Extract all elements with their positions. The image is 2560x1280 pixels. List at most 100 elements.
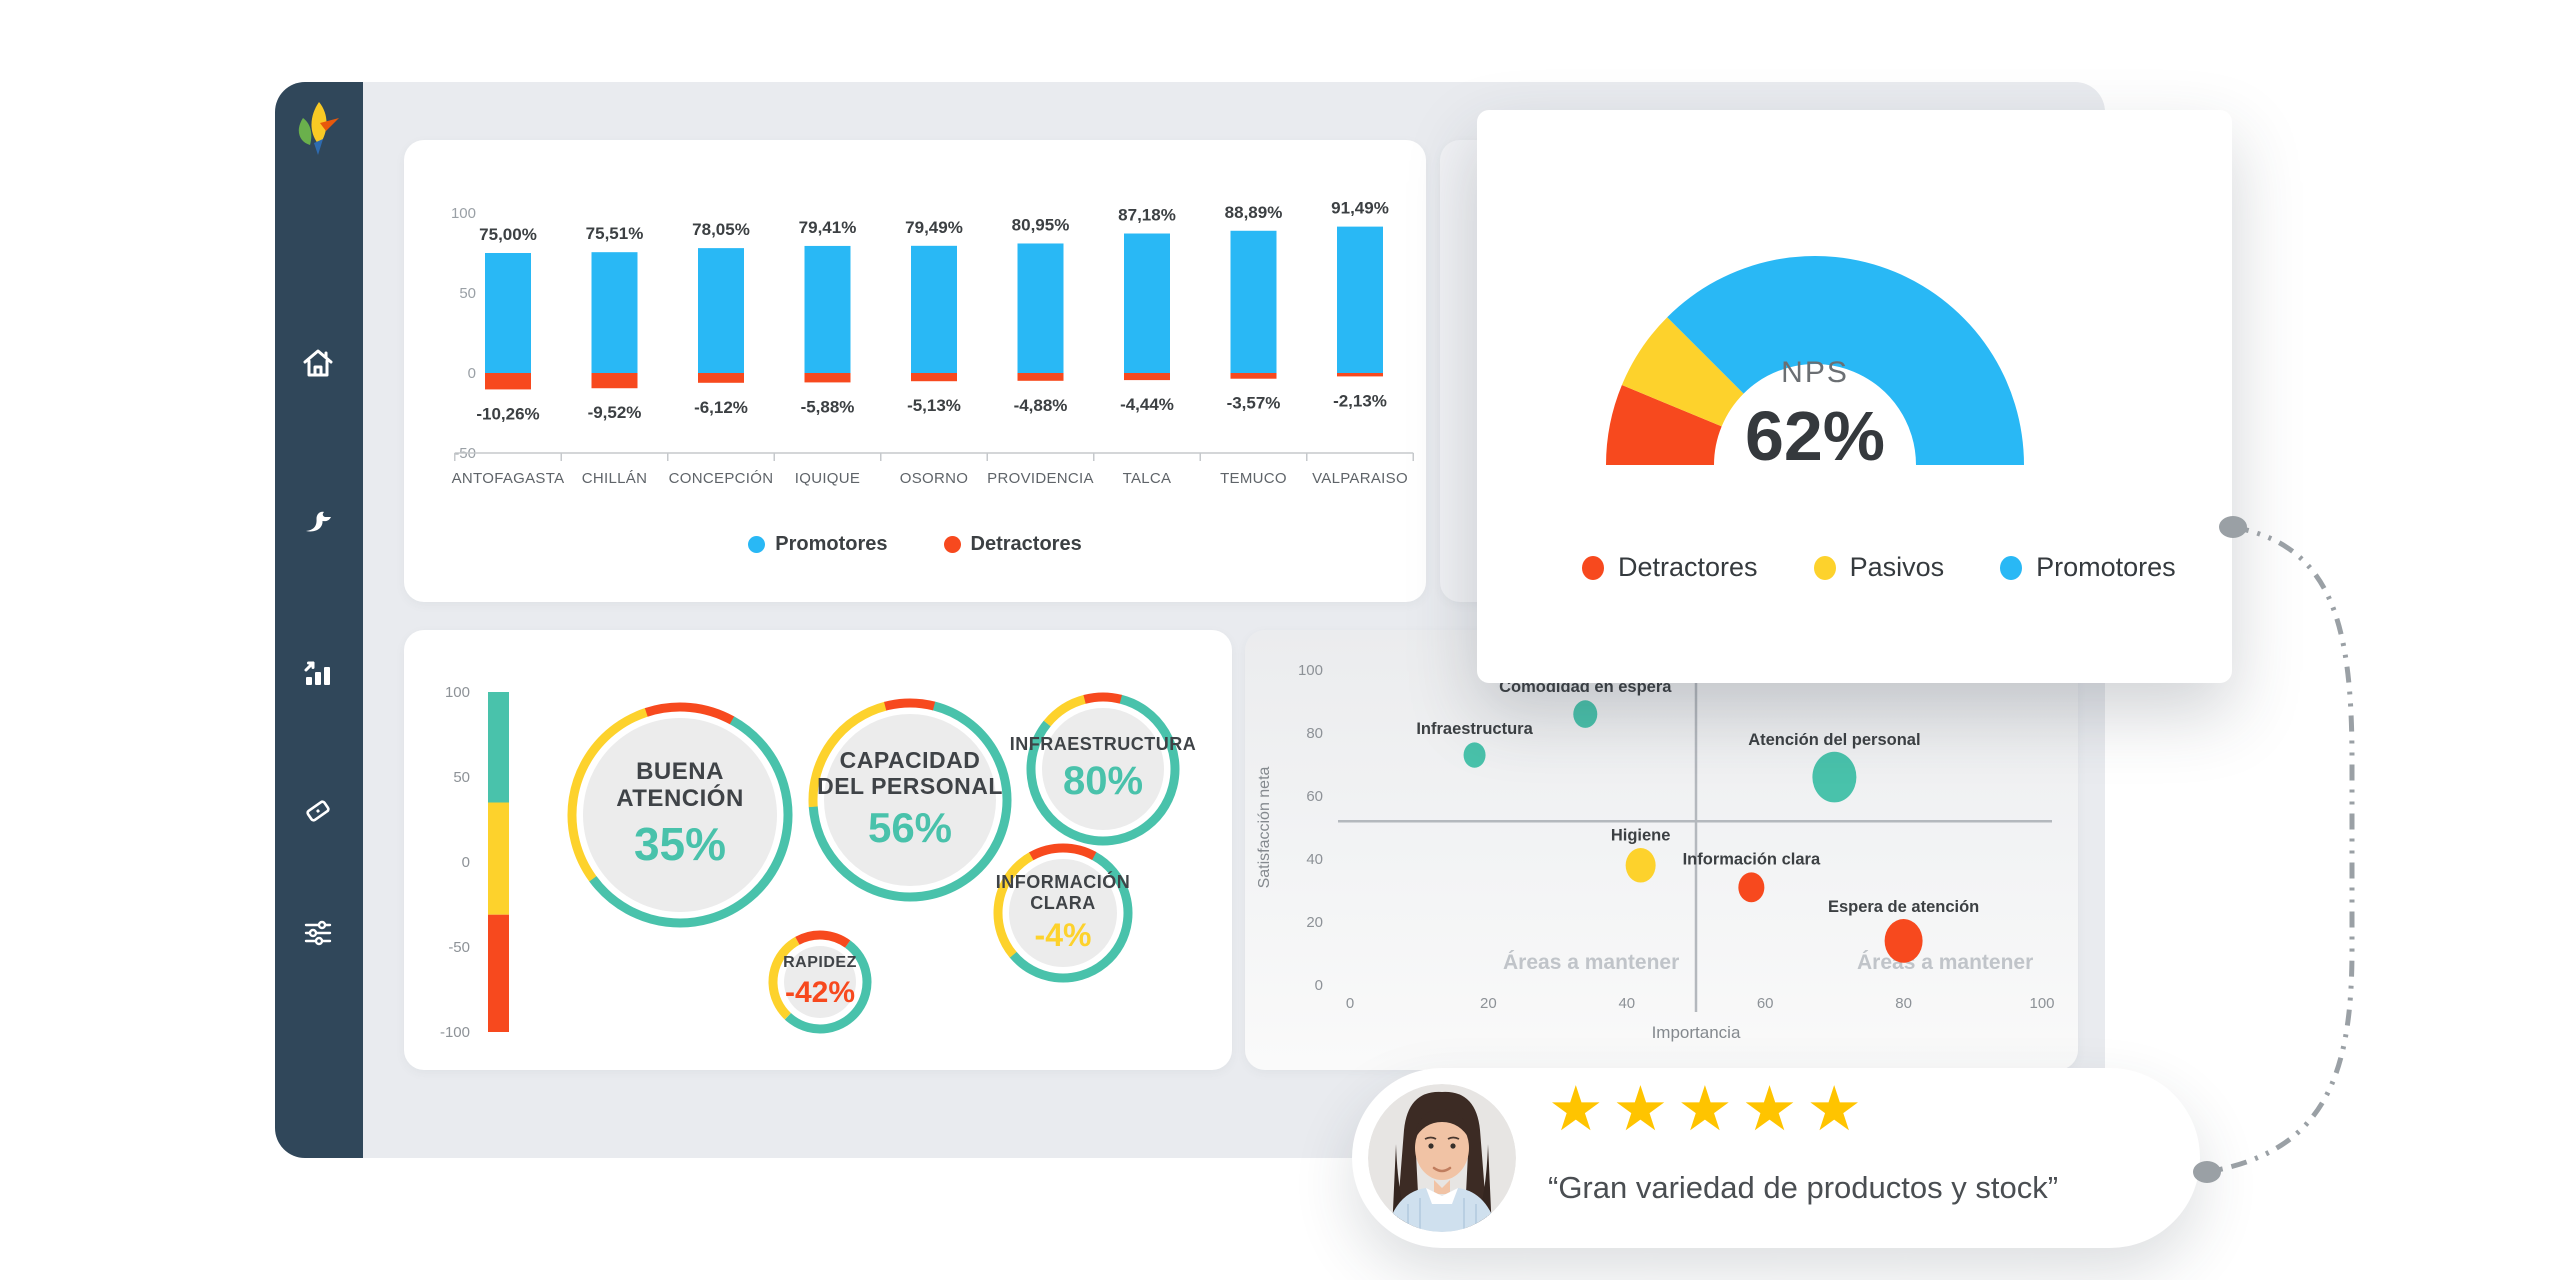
bubble-label: CAPACIDAD DEL PERSONAL <box>817 747 1003 799</box>
bar-iquique[interactable]: 79,41% -5,88% IQUIQUE <box>795 218 860 487</box>
svg-text:TALCA: TALCA <box>1123 470 1172 487</box>
svg-text:0: 0 <box>462 854 470 871</box>
home-icon <box>301 346 339 380</box>
sidebar-item-reports[interactable] <box>301 654 339 692</box>
testimonial-quote: “Gran variedad de productos y stock” <box>1548 1170 2059 1205</box>
bar-providencia[interactable]: 80,95% -4,88% PROVIDENCIA <box>987 215 1094 487</box>
bar-valparaiso[interactable]: 91,49% -2,13% VALPARAISO <box>1312 199 1408 487</box>
legend-dot <box>748 536 766 553</box>
svg-text:Satisfacción neta: Satisfacción neta <box>1256 766 1273 888</box>
bubble-label: RAPIDEZ <box>783 954 857 972</box>
svg-text:79,41%: 79,41% <box>799 218 857 237</box>
quadrant-label: Áreas a mantener <box>1503 951 1679 974</box>
bubble-value: 56% <box>867 803 953 851</box>
scatter-point-infraestructura[interactable]: Infraestructura <box>1416 720 1534 768</box>
bubble-value: 35% <box>633 817 727 870</box>
bubble-infraestructura[interactable]: INFRAESTRUCTURA 80% <box>1010 692 1196 846</box>
bar-osorno[interactable]: 79,49% -5,13% OSORNO <box>900 218 968 487</box>
svg-text:100: 100 <box>2029 995 2054 1012</box>
svg-text:100: 100 <box>445 684 470 701</box>
svg-text:VALPARAISO: VALPARAISO <box>1312 470 1408 487</box>
card-nps-by-city: 100 50 0 -50 75,00% -10,26% ANTOFAGASTA 75,51% -… <box>404 140 1426 602</box>
legend-item-detractores[interactable]: Detractores <box>1582 552 1758 583</box>
gauge-segment-pasivos[interactable] <box>1621 317 1744 427</box>
legend-item-promotores[interactable]: Promotores <box>748 533 888 556</box>
legend-label: Promotores <box>775 533 888 555</box>
legend-dot <box>1813 555 1836 580</box>
legend-item-promotores[interactable]: Promotores <box>2000 552 2176 583</box>
svg-text:IQUIQUE: IQUIQUE <box>795 470 860 487</box>
gauge-segment-detractores[interactable] <box>1606 385 1722 465</box>
svg-text:88,89%: 88,89% <box>1225 203 1283 222</box>
bubble-buena-atención[interactable]: BUENA ATENCIÓN 35% <box>567 702 793 928</box>
nps-gauge-value: 62% <box>1744 397 1886 475</box>
svg-text:0: 0 <box>468 365 476 382</box>
quadrant-label: Áreas a mantener <box>1857 951 2033 974</box>
sidebar-item-settings[interactable] <box>301 914 339 952</box>
legend-label: Detractores <box>970 533 1082 555</box>
bubble-label: BUENA ATENCIÓN <box>616 758 744 812</box>
bubble-información-clara[interactable]: INFORMACIÓN CLARA -4% <box>993 843 1133 983</box>
customer-avatar <box>1368 1084 1516 1232</box>
svg-text:-5,13%: -5,13% <box>907 396 961 415</box>
svg-text:-4,88%: -4,88% <box>1014 396 1068 415</box>
sidebar-item-feedback[interactable] <box>301 502 339 540</box>
bar-chart-legend: Promotores Detractores <box>404 533 1426 556</box>
scatter-point-higiene[interactable]: Higiene <box>1611 826 1671 883</box>
svg-text:50: 50 <box>453 769 470 786</box>
svg-text:100: 100 <box>1298 662 1323 679</box>
legend-label: Detractores <box>1618 552 1758 582</box>
svg-text:-6,12%: -6,12% <box>694 398 748 417</box>
testimonial-card: ★★★★★ “Gran variedad de productos y stoc… <box>1352 1068 2200 1248</box>
svg-text:Infraestructura: Infraestructura <box>1416 720 1533 738</box>
svg-text:80: 80 <box>1306 725 1323 742</box>
svg-text:100: 100 <box>451 205 476 222</box>
bar-antofagasta[interactable]: 75,00% -10,26% ANTOFAGASTA <box>452 225 565 487</box>
bubble-value: -42% <box>784 975 856 1009</box>
nps-gauge-chart <box>1606 256 2024 465</box>
sidebar-item-home[interactable] <box>301 344 339 382</box>
svg-text:0: 0 <box>1315 977 1323 994</box>
bar-talca[interactable]: 87,18% -4,44% TALCA <box>1118 206 1176 487</box>
legend-item-pasivos[interactable]: Pasivos <box>1813 552 1944 583</box>
legend-dot <box>943 536 961 553</box>
svg-text:87,18%: 87,18% <box>1118 206 1176 225</box>
nps-gauge-title: NPS <box>1781 356 1849 389</box>
bird-icon <box>301 504 339 538</box>
legend-dot <box>2000 555 2023 580</box>
svg-text:TEMUCO: TEMUCO <box>1220 470 1287 487</box>
svg-text:Espera de atención: Espera de atención <box>1828 898 1979 916</box>
card-nps-by-area: 100 50 0 -50 -100 BUENA ATENCIÓN 35% CAPACIDAD D… <box>404 630 1232 1070</box>
bar-chillán[interactable]: 75,51% -9,52% CHILLÁN <box>582 224 647 487</box>
svg-text:-4,44%: -4,44% <box>1120 395 1174 414</box>
legend-label: Promotores <box>2036 552 2176 582</box>
legend-item-detractores[interactable]: Detractores <box>943 533 1082 556</box>
bubble-value: 80% <box>1062 758 1144 803</box>
scatter-point-información-clara[interactable]: Información clara <box>1683 850 1821 903</box>
bubble-capacidad-del-personal[interactable]: CAPACIDAD DEL PERSONAL 56% <box>808 698 1012 902</box>
ticket-icon <box>301 794 339 828</box>
svg-text:Información clara: Información clara <box>1683 850 1821 868</box>
svg-text:20: 20 <box>1480 995 1497 1012</box>
svg-text:80,95%: 80,95% <box>1012 215 1070 234</box>
svg-text:Higiene: Higiene <box>1611 826 1671 844</box>
bubble-rapidez[interactable]: RAPIDEZ -42% <box>768 930 872 1034</box>
svg-text:-50: -50 <box>448 939 470 956</box>
bar-temuco[interactable]: 88,89% -3,57% TEMUCO <box>1220 203 1287 487</box>
scatter-point-atención-del-personal[interactable]: Atención del personal <box>1748 731 1921 803</box>
svg-text:PROVIDENCIA: PROVIDENCIA <box>987 470 1094 487</box>
gauge-segment-promotores[interactable] <box>1667 256 2024 465</box>
app-logo-icon <box>289 98 349 164</box>
svg-text:20: 20 <box>1306 914 1323 931</box>
bar-concepción[interactable]: 78,05% -6,12% CONCEPCIÓN <box>669 220 774 487</box>
svg-text:0: 0 <box>1346 995 1354 1012</box>
svg-text:-100: -100 <box>440 1024 470 1041</box>
scatter-point-espera-de-atención[interactable]: Espera de atención <box>1828 898 1979 963</box>
svg-text:CONCEPCIÓN: CONCEPCIÓN <box>669 470 774 487</box>
sidebar-item-campaigns[interactable] <box>301 792 339 830</box>
svg-text:78,05%: 78,05% <box>692 220 750 239</box>
nps-scale-axis: 100 50 0 -50 -100 <box>440 684 509 1041</box>
svg-text:40: 40 <box>1306 851 1323 868</box>
svg-text:-5,88%: -5,88% <box>801 397 855 416</box>
svg-text:-3,57%: -3,57% <box>1227 394 1281 413</box>
